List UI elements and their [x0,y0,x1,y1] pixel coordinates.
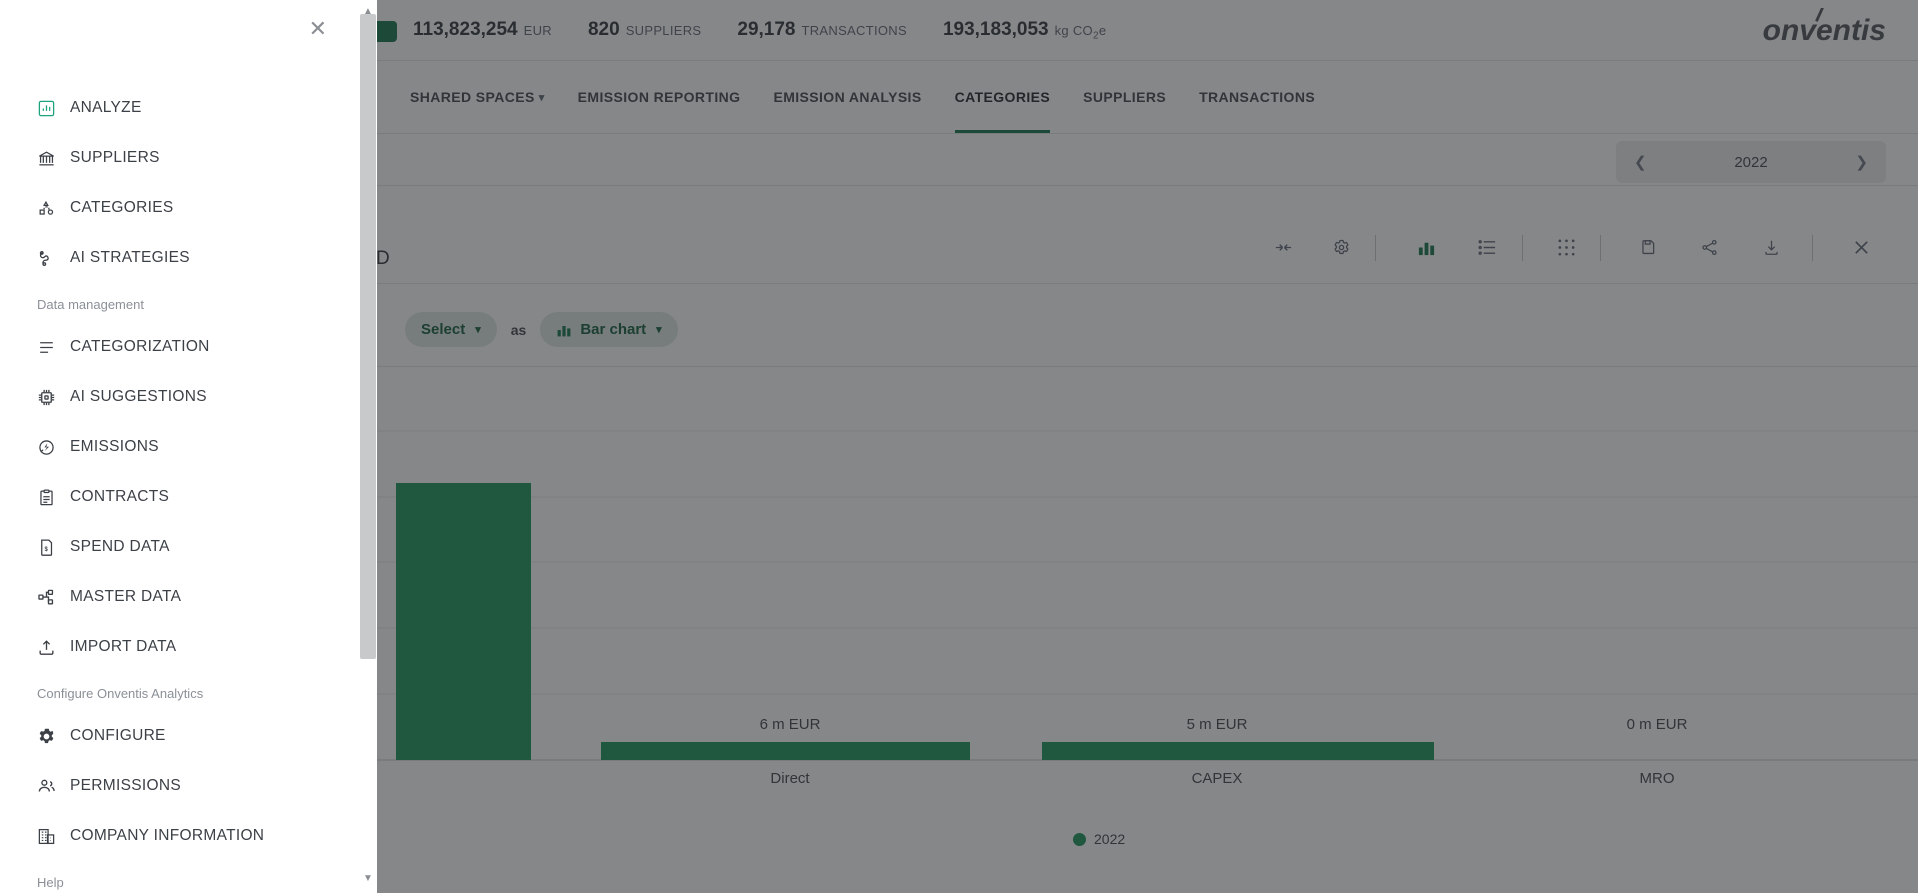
svg-text:$: $ [44,546,48,552]
